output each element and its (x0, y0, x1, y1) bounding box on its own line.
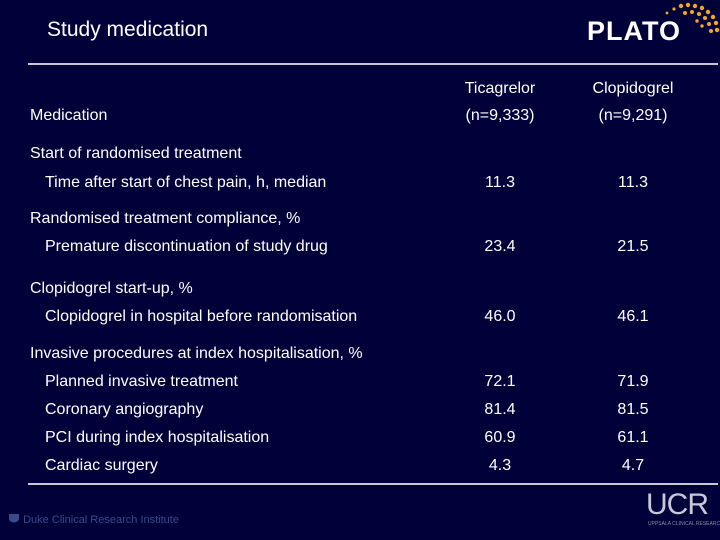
table-cell-clopidogrel: 11.3 (618, 174, 648, 191)
table-row-label: PCI during index hospitalisation (45, 429, 270, 446)
table-row-label: Time after start of chest pain, h, media… (45, 174, 327, 191)
duke-logo-text: Duke Clinical Research Institute (23, 514, 179, 526)
table-row-label: Cardiac surgery (45, 457, 158, 474)
table-cell-ticagrelor: 23.4 (484, 238, 516, 255)
ucr-logo-subtext: UPPSALA CLINICAL RESEARCH CENTER (648, 521, 720, 527)
col-ticagrelor-n: (n=9,333) (465, 107, 535, 124)
table-cell-ticagrelor: 60.9 (484, 429, 516, 446)
ucr-logo-text: UCR (646, 488, 709, 521)
col-clopidogrel-n: (n=9,291) (598, 107, 668, 124)
table-cell-ticagrelor: 81.4 (484, 401, 516, 418)
table-cell-clopidogrel: 71.9 (617, 373, 649, 390)
section-title: Start of randomised treatment (30, 145, 242, 162)
table-cell-clopidogrel: 21.5 (617, 238, 649, 255)
table-cell-clopidogrel: 4.7 (621, 457, 645, 474)
plato-logo-text: PLATO (587, 16, 682, 46)
table-cell-ticagrelor: 4.3 (488, 457, 512, 474)
duke-logo: Duke Clinical Research Institute (8, 513, 179, 526)
table-cell-ticagrelor: 72.1 (484, 373, 516, 390)
slide-title: Study medication (47, 18, 209, 41)
table-cell-ticagrelor: 46.0 (484, 308, 516, 325)
section-title: Invasive procedures at index hospitalisa… (30, 345, 363, 362)
col-ticagrelor-name: Ticagrelor (464, 80, 536, 97)
section-title: Clopidogrel start-up, % (30, 280, 193, 297)
section-title: Randomised treatment compliance, % (30, 210, 301, 227)
table-row-label: Clopidogrel in hospital before randomisa… (45, 308, 358, 325)
table-cell-clopidogrel: 61.1 (617, 429, 649, 446)
plato-logo: PLATO (585, 0, 720, 48)
header-rule (28, 63, 718, 65)
table-row-label: Coronary angiography (45, 401, 204, 418)
col-clopidogrel-name: Clopidogrel (592, 80, 674, 97)
ucr-logo: UCR UPPSALA CLINICAL RESEARCH CENTER (646, 488, 720, 540)
logo-dots-icon (665, 2, 720, 33)
table-row-label: Planned invasive treatment (45, 373, 238, 390)
table-cell-ticagrelor: 11.3 (485, 174, 515, 191)
duke-shield-icon (9, 514, 19, 523)
footer-rule (28, 483, 718, 485)
table-row-label: Premature discontinuation of study drug (45, 238, 328, 255)
table-cell-clopidogrel: 46.1 (617, 308, 649, 325)
medication-header: Medication (30, 107, 108, 124)
table-cell-clopidogrel: 81.5 (617, 401, 649, 418)
